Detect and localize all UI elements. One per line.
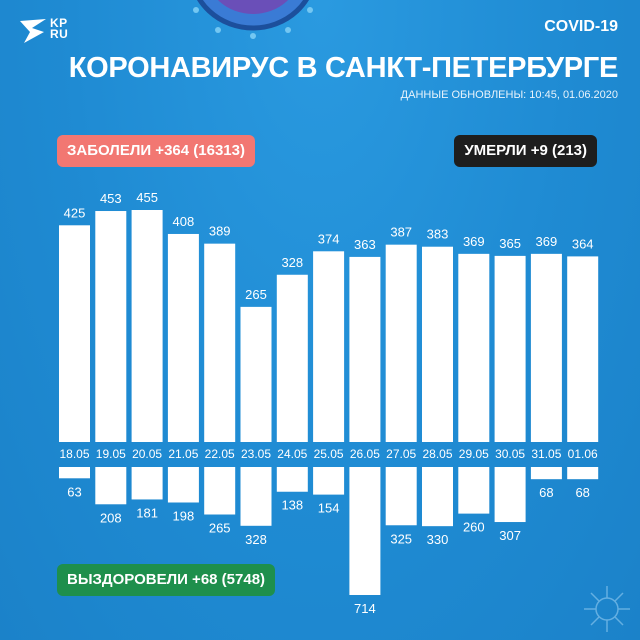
cases-value-label: 328: [281, 255, 303, 270]
recovered-value-label: 208: [100, 510, 122, 525]
recovered-bar: [167, 467, 199, 503]
cases-value-label: 387: [390, 225, 412, 240]
deaths-badge: УМЕРЛИ +9 (213): [454, 135, 597, 167]
cases-bar: [95, 211, 127, 442]
recovered-value-label: 154: [318, 501, 340, 516]
cases-value-label: 383: [427, 227, 449, 242]
cases-bar: [458, 253, 490, 442]
recovered-bar: [458, 467, 490, 514]
cases-value-label: 374: [318, 231, 340, 246]
recovered-bar: [313, 467, 345, 495]
cases-value-label: 265: [245, 287, 267, 302]
cases-value-label: 369: [463, 234, 485, 249]
recovered-value-label: 138: [281, 498, 303, 513]
cases-value-label: 363: [354, 237, 376, 252]
date-tick-label: 23.05: [241, 447, 271, 461]
date-tick-label: 01.06: [568, 447, 598, 461]
recovered-bar: [59, 467, 90, 479]
logo-text-line2: RU: [50, 27, 69, 41]
cases-value-label: 369: [536, 234, 558, 249]
cases-bar: [204, 243, 236, 442]
recovered-value-label: 714: [354, 601, 376, 616]
cases-bar: [313, 251, 345, 442]
date-tick-label: 21.05: [168, 447, 198, 461]
date-tick-label: 20.05: [132, 447, 162, 461]
cases-badge: ЗАБОЛЕЛИ +364 (16313): [57, 135, 255, 167]
cases-bar: [349, 256, 381, 442]
recovered-value-label: 260: [463, 520, 485, 535]
recovered-value-label: 63: [67, 484, 81, 499]
date-tick-label: 24.05: [277, 447, 307, 461]
recovered-badge: ВЫЗДОРОВЕЛИ +68 (5748): [57, 564, 276, 596]
recovered-value-label: 328: [245, 532, 267, 547]
recovered-value-label: 330: [427, 532, 449, 547]
recovered-value-label: 68: [539, 485, 553, 500]
cases-value-label: 453: [100, 191, 122, 206]
logo-text-line1: KP: [50, 16, 68, 30]
virus-illustration-icon: [193, 0, 313, 39]
recovered-value-label: 68: [575, 485, 589, 500]
recovered-bar: [276, 467, 308, 492]
recovered-bar: [204, 467, 236, 515]
cases-bar: [131, 210, 163, 442]
updated-timestamp: ДАННЫЕ ОБНОВЛЕНЫ: 10:45, 01.06.2020: [400, 89, 618, 101]
recovered-value-label: 307: [499, 528, 521, 543]
recovered-bar: [131, 467, 163, 500]
virus-watermark-icon: [584, 586, 630, 632]
recovered-bar: [95, 467, 127, 505]
cases-value-label: 408: [173, 214, 195, 229]
covid-tag: COVID-19: [544, 18, 618, 35]
cases-bar: [167, 233, 199, 442]
date-tick-label: 28.05: [422, 447, 452, 461]
recovered-bar: [422, 467, 453, 527]
recovered-value-label: 325: [390, 531, 412, 546]
date-tick-label: 30.05: [495, 447, 525, 461]
cases-bar: [422, 246, 453, 442]
recovered-bar: [567, 467, 599, 480]
date-tick-label: 22.05: [205, 447, 235, 461]
cases-bar: [494, 255, 526, 442]
date-tick-label: 29.05: [459, 447, 489, 461]
cases-value-label: 389: [209, 224, 231, 239]
cases-value-label: 365: [499, 236, 521, 251]
recovered-value-label: 265: [209, 521, 231, 536]
date-tick-label: 18.05: [59, 447, 89, 461]
cases-bar: [567, 256, 599, 442]
kp-bird-logo-icon: [20, 19, 46, 43]
recovered-bar: [385, 467, 417, 526]
cases-value-label: 364: [572, 236, 594, 251]
recovered-bar: [530, 467, 562, 480]
date-tick-label: 31.05: [531, 447, 561, 461]
cases-bar: [385, 244, 417, 442]
cases-bar: [530, 253, 562, 442]
recovered-bar: [494, 467, 526, 523]
recovered-value-label: 198: [173, 508, 195, 523]
recovered-value-label: 181: [136, 505, 158, 520]
recovered-bar: [240, 467, 272, 526]
date-tick-label: 25.05: [314, 447, 344, 461]
date-tick-label: 27.05: [386, 447, 416, 461]
cases-bar: [59, 225, 90, 442]
cases-bar: [240, 306, 272, 442]
logo-text: KP RU: [50, 16, 69, 41]
cases-value-label: 455: [136, 190, 158, 205]
date-tick-label: 19.05: [96, 447, 126, 461]
date-tick-label: 26.05: [350, 447, 380, 461]
page-title: КОРОНАВИРУС В САНКТ-ПЕТЕРБУРГЕ: [68, 52, 619, 84]
cases-value-label: 425: [64, 205, 86, 220]
recovered-bar: [349, 467, 381, 595]
cases-bar: [276, 274, 308, 442]
